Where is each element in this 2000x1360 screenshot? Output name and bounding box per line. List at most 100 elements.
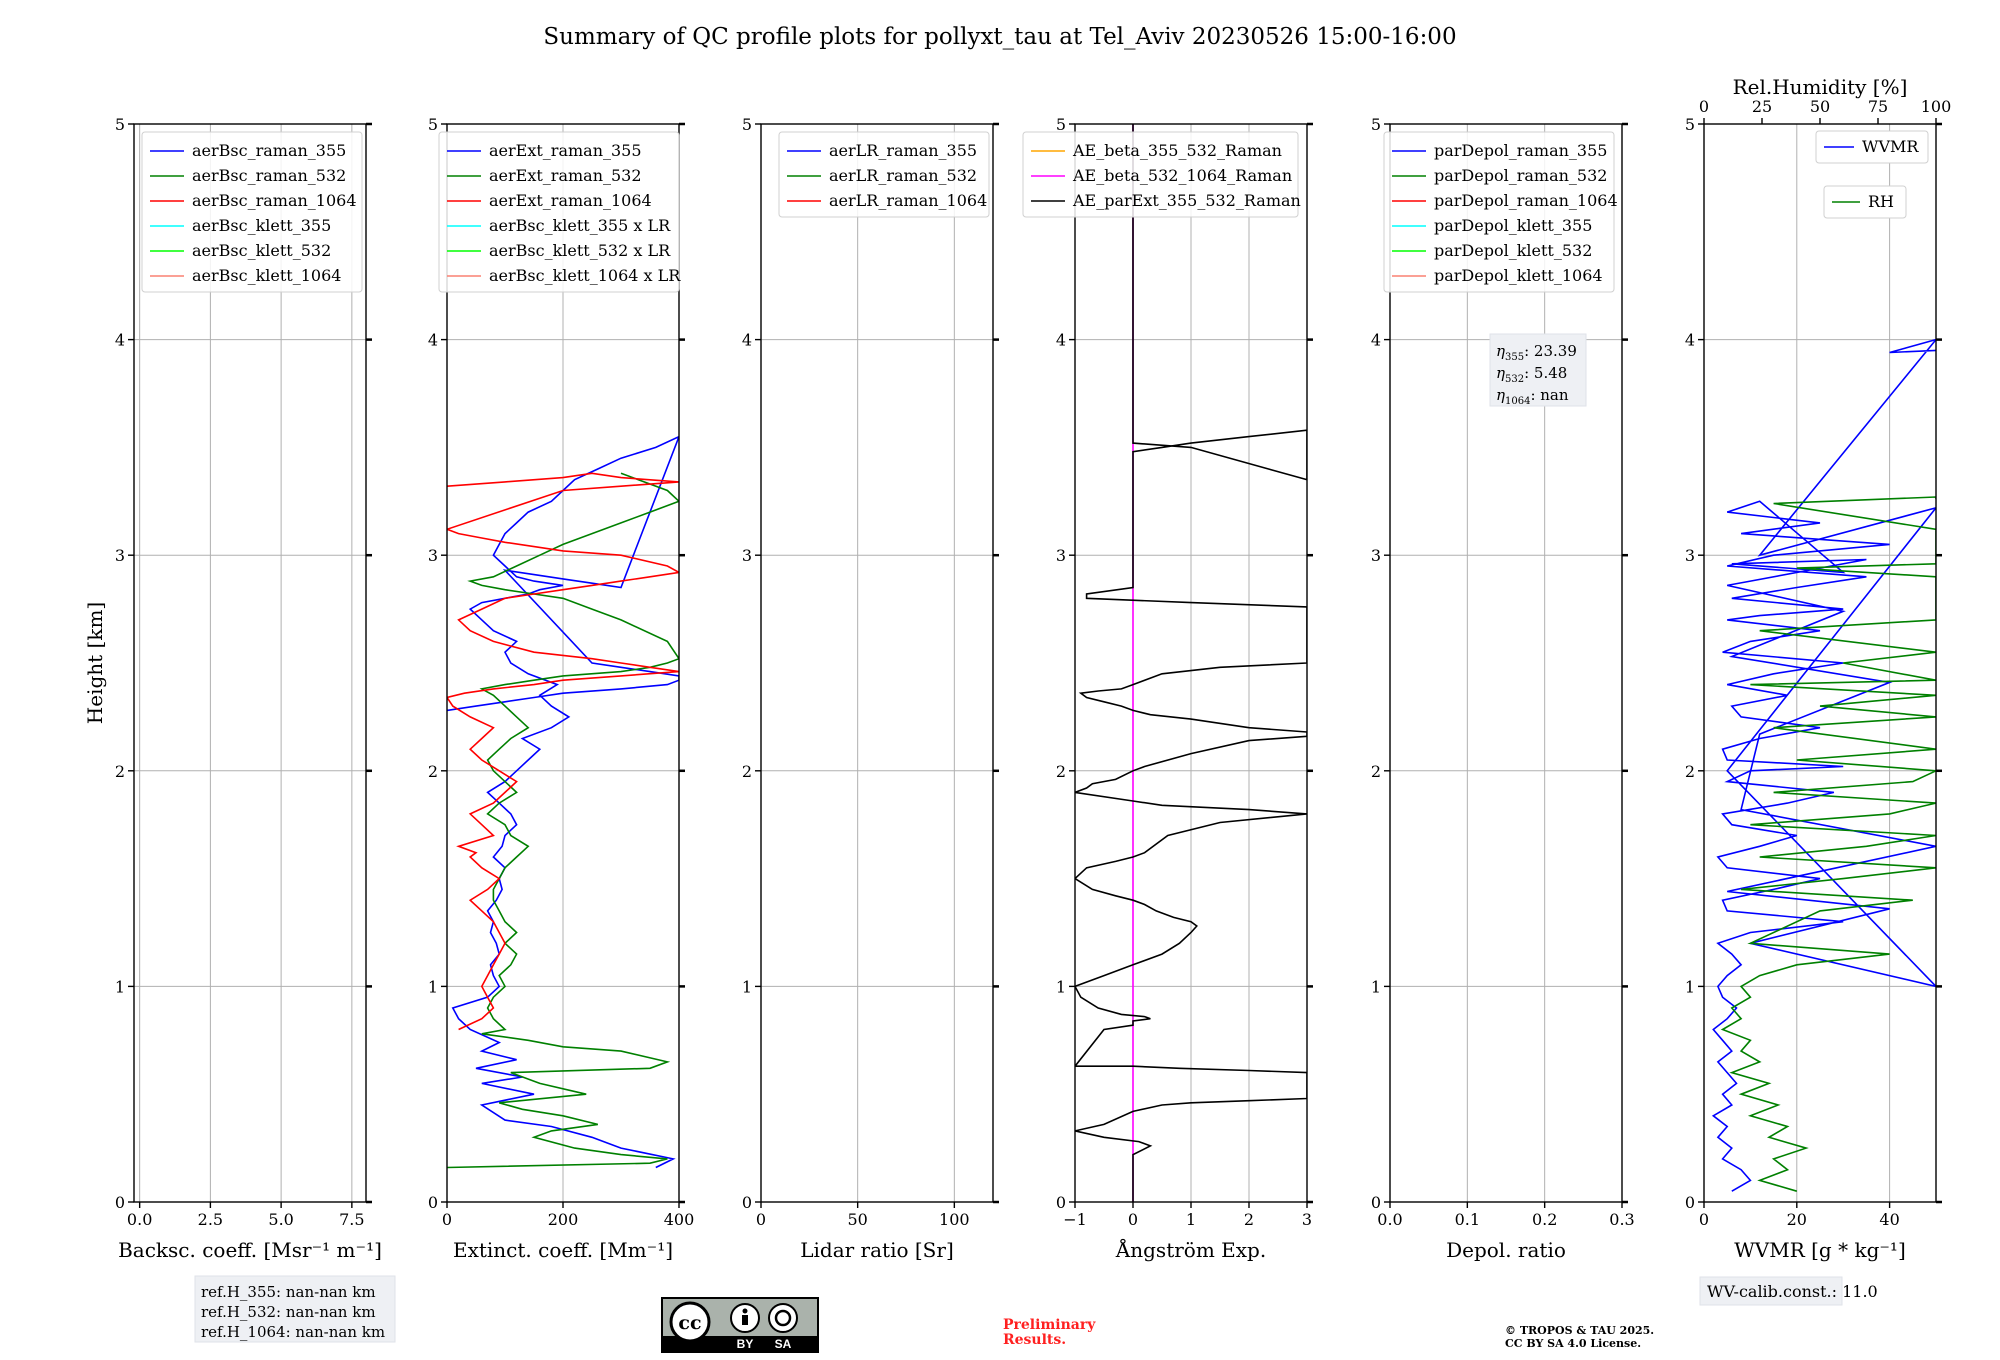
- x-axis-label: Backsc. coeff. [Msr⁻¹ m⁻¹]: [118, 1238, 382, 1262]
- legend-entry: parDepol_klett_355: [1434, 216, 1592, 235]
- y-tick-label: 0: [1371, 1193, 1381, 1212]
- top-x-tick-label: 75: [1868, 97, 1888, 116]
- y-tick-label: 1: [115, 977, 125, 996]
- legend-entry: AE_beta_532_1064_Raman: [1072, 166, 1292, 185]
- wv-calib-box: WV-calib.const.: 11.0: [1699, 1276, 1878, 1306]
- y-tick-label: 3: [742, 546, 752, 565]
- legend-entry: aerBsc_raman_1064: [192, 191, 357, 210]
- legend-entry: aerBsc_klett_355: [192, 216, 331, 235]
- x-tick-label: 0.1: [1455, 1210, 1480, 1229]
- top-x-tick-label: 0: [1699, 97, 1709, 116]
- y-tick-label: 1: [1371, 977, 1381, 996]
- y-tick-label: 5: [115, 115, 125, 134]
- legend-wvmr: WVMR: [1815, 130, 1929, 164]
- ref-height-532: ref.H_532: nan-nan km: [201, 1303, 376, 1321]
- legend-entry: WVMR: [1862, 137, 1919, 156]
- share-alike-icon: [768, 1303, 798, 1333]
- y-tick-label: 4: [1056, 331, 1066, 350]
- legend: aerLR_raman_355 aerLR_raman_532 aerLR_rama…: [778, 131, 990, 218]
- y-tick-label: 3: [115, 546, 125, 565]
- legend-entry: parDepol_klett_1064: [1434, 266, 1603, 285]
- y-tick-label: 1: [742, 977, 752, 996]
- series-aerExt_raman_1064: [447, 472, 679, 1031]
- series-aerExt_raman_532: [447, 472, 679, 1169]
- top-x-tick-label: 100: [1921, 97, 1952, 116]
- x-tick-label: 5.0: [268, 1210, 293, 1229]
- x-axis-label: Ångström Exp.: [1115, 1237, 1266, 1262]
- panel-1: 0 1 2 3 4 5 0.0 2.5 5.0 7.5 Backsc. coeff. [Msr⁻¹ …: [83, 115, 382, 1262]
- legend-entry: aerBsc_raman_532: [192, 166, 346, 185]
- ref-height-box: ref.H_355: nan-nan km ref.H_532: nan-nan…: [194, 1275, 396, 1343]
- top-x-tick-label: 50: [1810, 97, 1830, 116]
- ref-height-1064: ref.H_1064: nan-nan km: [201, 1323, 385, 1341]
- legend-entry: aerBsc_klett_532: [192, 241, 331, 260]
- x-tick-label: 400: [664, 1210, 695, 1229]
- eta-1064: η1064: nan: [1496, 386, 1569, 407]
- y-tick-label: 5: [1056, 115, 1066, 134]
- y-tick-label: 3: [1685, 546, 1695, 565]
- y-tick-label: 4: [1685, 331, 1695, 350]
- legend-entry: aerLR_raman_532: [829, 166, 977, 185]
- x-tick-label: 2.5: [198, 1210, 223, 1229]
- y-tick-label: 4: [428, 331, 438, 350]
- legend-entry: aerLR_raman_1064: [829, 191, 987, 210]
- legend-entry: aerExt_raman_355: [489, 141, 642, 160]
- y-tick-label: 3: [428, 546, 438, 565]
- x-tick-label: 1: [1186, 1210, 1196, 1229]
- legend-entry: parDepol_raman_1064: [1434, 191, 1618, 210]
- cc-license-badge: cc BY SA: [661, 1297, 819, 1353]
- legend: AE_beta_355_532_Raman AE_beta_532_1064_Ra…: [1022, 131, 1301, 218]
- svg-text:BY: BY: [737, 1337, 754, 1351]
- legend-entry: aerBsc_klett_1064 x LR: [489, 266, 681, 285]
- legend-entry: RH: [1868, 192, 1894, 211]
- x-tick-label: −1: [1063, 1210, 1087, 1229]
- wv-calib-text: WV-calib.const.: 11.0: [1707, 1282, 1878, 1301]
- legend-entry: aerBsc_klett_355 x LR: [489, 216, 671, 235]
- x-tick-label: 0.2: [1532, 1210, 1557, 1229]
- legend: parDepol_raman_355 parDepol_raman_532 parD…: [1383, 131, 1618, 293]
- series-RH: [1720, 496, 1936, 1192]
- x-axis-label: Extinct. coeff. [Mm⁻¹]: [453, 1238, 673, 1262]
- y-tick-label: 2: [1371, 762, 1381, 781]
- x-tick-label: 0: [1699, 1210, 1709, 1229]
- legend: aerBsc_raman_355 aerBsc_raman_532 aerBsc_r…: [141, 131, 363, 293]
- eta-532: η532: 5.48: [1496, 364, 1567, 385]
- plot-frame: [1703, 123, 1937, 1203]
- y-tick-label: 3: [1371, 546, 1381, 565]
- y-tick-label: 1: [428, 977, 438, 996]
- x-tick-label: 50: [847, 1210, 867, 1229]
- y-tick-label: 5: [1685, 115, 1695, 134]
- series-WVMR: [1711, 338, 1936, 1192]
- y-tick-label: 1: [1056, 977, 1066, 996]
- eta-355: η355: 23.39: [1496, 342, 1577, 363]
- y-tick-label: 4: [115, 331, 125, 350]
- copyright-line: © TROPOS & TAU 2025.: [1505, 1324, 1654, 1337]
- x-tick-label: 0.0: [1377, 1210, 1402, 1229]
- series-aerExt_raman_355: [447, 435, 679, 1169]
- legend-entry: aerBsc_klett_1064: [192, 266, 341, 285]
- y-tick-label: 2: [1056, 762, 1066, 781]
- plot-frame: [133, 123, 367, 1203]
- x-axis-label: Lidar ratio [Sr]: [800, 1238, 954, 1262]
- y-tick-label: 5: [1371, 115, 1381, 134]
- x-tick-label: 100: [939, 1210, 970, 1229]
- x-tick-label: 3: [1302, 1210, 1312, 1229]
- plot-frame: [1389, 123, 1623, 1203]
- figure-title: Summary of QC profile plots for pollyxt_…: [543, 24, 1456, 50]
- x-tick-label: 0: [756, 1210, 766, 1229]
- y-tick-label: 0: [742, 1193, 752, 1212]
- y-tick-label: 4: [742, 331, 752, 350]
- legend-entry: aerBsc_klett_532 x LR: [489, 241, 671, 260]
- y-tick-label: 5: [742, 115, 752, 134]
- legend-entry: aerExt_raman_532: [489, 166, 642, 185]
- svg-text:SA: SA: [775, 1337, 792, 1351]
- y-tick-label: 0: [428, 1193, 438, 1212]
- x-tick-label: 7.5: [339, 1210, 364, 1229]
- legend-entry: aerLR_raman_355: [829, 141, 977, 160]
- y-tick-label: 4: [1371, 331, 1381, 350]
- y-tick-label: 2: [1685, 762, 1695, 781]
